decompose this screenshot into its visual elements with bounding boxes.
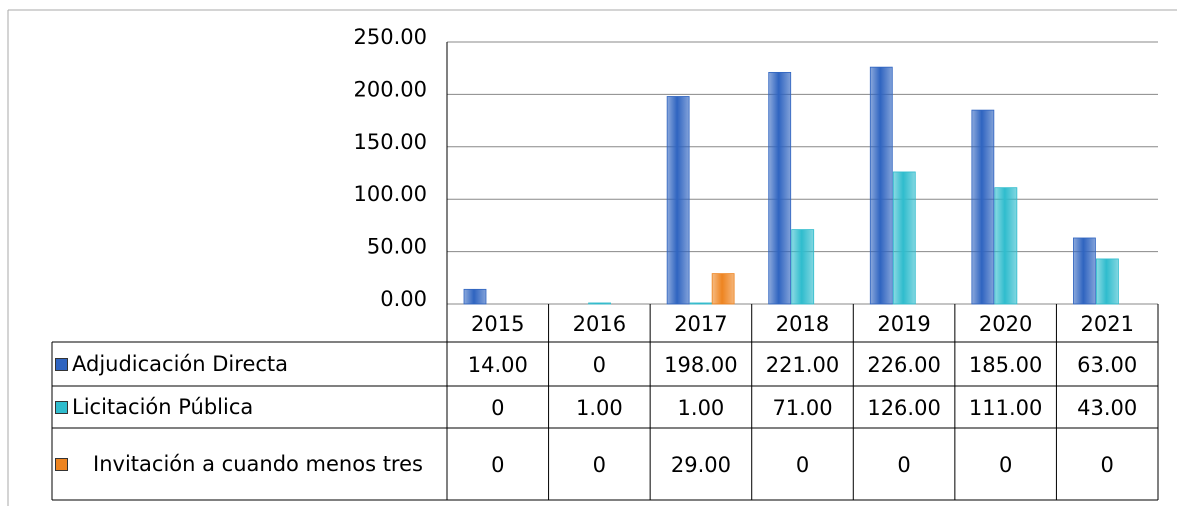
legend-key <box>55 400 68 414</box>
bar <box>689 302 713 305</box>
bar <box>971 109 995 305</box>
bar <box>666 96 690 305</box>
x-tick-label: 2017 <box>674 312 727 336</box>
row-header: Adjudicación Directa <box>55 342 444 386</box>
bar <box>994 187 1018 305</box>
bar <box>588 302 611 305</box>
bar <box>1073 237 1096 305</box>
data-label: 0 <box>796 453 809 477</box>
y-tick-label: 0.00 <box>380 287 427 311</box>
data-label: 0 <box>897 453 910 477</box>
legend-key <box>55 457 68 471</box>
bar <box>768 71 792 305</box>
row-header-cell: Licitación Pública <box>55 386 444 428</box>
legend-label: Licitación Pública <box>72 395 254 419</box>
legend-label: Adjudicación Directa <box>72 352 289 376</box>
data-label: 0 <box>593 353 606 377</box>
data-label: 71.00 <box>772 396 832 420</box>
bar <box>869 66 893 305</box>
data-label: 221.00 <box>766 353 839 377</box>
data-label: 185.00 <box>969 353 1042 377</box>
row-header: Invitación a cuando menos tres <box>55 428 444 500</box>
bar <box>791 229 815 305</box>
y-tick-label: 250.00 <box>354 25 427 49</box>
row-header-cell: Invitación a cuando menos tres <box>55 428 444 500</box>
legend-key <box>55 357 68 371</box>
data-label: 14.00 <box>468 353 528 377</box>
bar <box>892 171 916 305</box>
y-tick-label: 150.00 <box>354 130 427 154</box>
data-label: 43.00 <box>1077 396 1137 420</box>
data-label: 111.00 <box>969 396 1042 420</box>
row-header: Licitación Pública <box>55 386 444 428</box>
data-label: 0 <box>491 453 504 477</box>
data-label: 1.00 <box>678 396 725 420</box>
data-label: 0 <box>1101 453 1114 477</box>
x-tick-label: 2019 <box>877 312 930 336</box>
legend-label: Invitación a cuando menos tres <box>93 452 423 476</box>
data-label: 198.00 <box>664 353 737 377</box>
x-tick-label: 2021 <box>1080 312 1133 336</box>
x-tick-label: 2020 <box>979 312 1032 336</box>
data-label: 0 <box>999 453 1012 477</box>
data-label: 126.00 <box>867 396 940 420</box>
y-tick-label: 50.00 <box>367 235 427 259</box>
x-tick-label: 2015 <box>471 312 524 336</box>
y-tick-label: 200.00 <box>354 77 427 101</box>
data-label: 29.00 <box>671 453 731 477</box>
data-label: 226.00 <box>867 353 940 377</box>
bar <box>1096 258 1119 305</box>
x-tick-label: 2018 <box>776 312 829 336</box>
bar <box>711 273 735 305</box>
data-label: 1.00 <box>576 396 623 420</box>
y-tick-label: 100.00 <box>354 182 427 206</box>
data-label: 0 <box>593 453 606 477</box>
data-label: 0 <box>491 396 504 420</box>
x-tick-label: 2016 <box>573 312 626 336</box>
bar <box>463 288 487 305</box>
row-header-cell: Adjudicación Directa <box>55 342 444 386</box>
data-label: 63.00 <box>1077 353 1137 377</box>
